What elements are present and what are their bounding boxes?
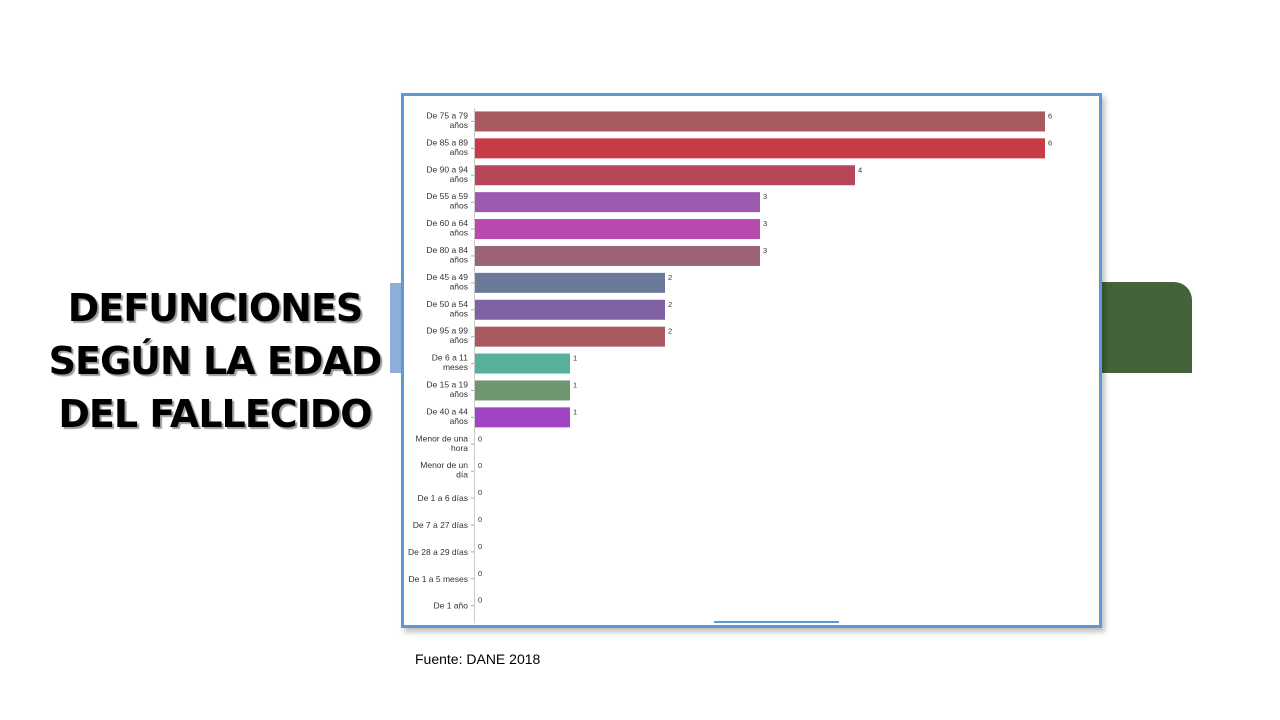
category-label: De 80 a 84 años bbox=[426, 245, 468, 265]
slide-title: DEFUNCIONES SEGÚN LA EDAD DEL FALLECIDO bbox=[40, 282, 390, 441]
value-label: 0 bbox=[478, 569, 482, 578]
category-label: De 95 a 99 años bbox=[426, 326, 468, 346]
category-label: De 1 a 5 meses bbox=[408, 574, 468, 584]
bar bbox=[475, 192, 760, 213]
bar bbox=[475, 353, 570, 374]
bar bbox=[475, 380, 570, 401]
bar bbox=[475, 272, 665, 293]
category-label: Menor de un día bbox=[420, 460, 468, 480]
category-label: De 45 a 49 años bbox=[426, 272, 468, 292]
value-label: 0 bbox=[478, 515, 482, 524]
value-label: 4 bbox=[858, 165, 862, 174]
value-label: 3 bbox=[763, 219, 767, 228]
decorative-green-block bbox=[1090, 282, 1192, 373]
slide-title-line-2: SEGÚN LA EDAD bbox=[48, 339, 383, 383]
bar bbox=[475, 299, 665, 320]
bar-chart: De 75 a 79 años 6 De 85 a 89 años 6 De 90 a 94… bbox=[408, 108, 1052, 624]
category-label: De 15 a 19 años bbox=[426, 379, 468, 399]
category-label: De 55 a 59 años bbox=[426, 191, 468, 211]
slide-title-line-1: DEFUNCIONES bbox=[67, 286, 364, 330]
value-label: 3 bbox=[763, 192, 767, 201]
bar bbox=[475, 326, 665, 347]
bar bbox=[475, 138, 1045, 159]
value-label: 1 bbox=[573, 380, 577, 389]
category-label: De 7 a 27 días bbox=[413, 520, 468, 530]
bar bbox=[475, 165, 855, 186]
category-label: De 60 a 64 años bbox=[426, 218, 468, 238]
value-label: 2 bbox=[668, 300, 672, 309]
value-label: 1 bbox=[573, 407, 577, 416]
value-label: 0 bbox=[478, 461, 482, 470]
category-label: De 90 a 94 años bbox=[426, 164, 468, 184]
value-label: 0 bbox=[478, 542, 482, 551]
value-label: 3 bbox=[763, 246, 767, 255]
value-label: 1 bbox=[573, 354, 577, 363]
bar bbox=[475, 219, 760, 240]
value-label: 6 bbox=[1048, 138, 1052, 147]
category-label: De 1 a 6 días bbox=[417, 493, 468, 503]
category-label: De 40 a 44 años bbox=[426, 406, 468, 426]
category-label: De 1 año bbox=[434, 601, 469, 611]
category-label: Menor de una hora bbox=[416, 433, 469, 453]
bar bbox=[475, 245, 760, 266]
category-label: De 75 a 79 años bbox=[426, 110, 468, 130]
value-label: 6 bbox=[1048, 111, 1052, 120]
category-label: De 50 a 54 años bbox=[426, 299, 468, 319]
bar bbox=[475, 111, 1045, 132]
source-note: Fuente: DANE 2018 bbox=[415, 651, 541, 667]
value-label: 0 bbox=[478, 488, 482, 497]
slide-title-line-3: DEL FALLECIDO bbox=[58, 392, 372, 436]
value-label: 0 bbox=[478, 434, 482, 443]
category-label: De 85 a 89 años bbox=[426, 137, 468, 157]
category-label: De 6 a 11 meses bbox=[432, 353, 469, 373]
frame-accent bbox=[714, 621, 839, 623]
bar bbox=[475, 407, 570, 428]
value-label: 2 bbox=[668, 327, 672, 336]
value-label: 0 bbox=[478, 596, 482, 605]
value-label: 2 bbox=[668, 273, 672, 282]
chart-frame: De 75 a 79 años 6 De 85 a 89 años 6 De 90 a 94… bbox=[401, 93, 1102, 628]
category-label: De 28 a 29 días bbox=[408, 547, 468, 557]
